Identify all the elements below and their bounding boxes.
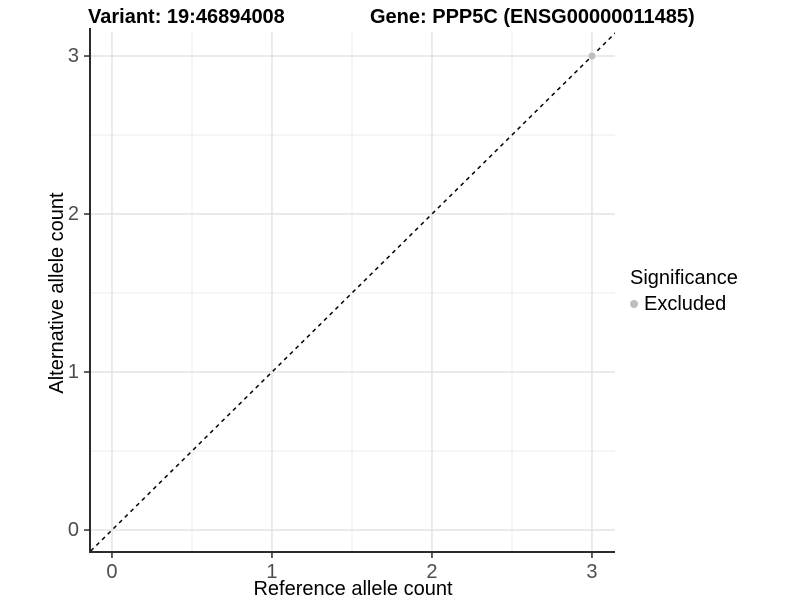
x-tick-label-1: 1	[266, 561, 278, 583]
chart-title-gene: Gene: PPP5C (ENSG00000011485)	[370, 6, 695, 28]
excluded-point-swatch	[630, 300, 638, 308]
identity-dashed-line	[91, 32, 615, 552]
y-tick-label-3: 3	[67, 45, 79, 68]
y-tick-label-1: 1	[67, 361, 79, 384]
y-tick-label-2: 2	[67, 203, 79, 226]
chart-title-variant: Variant: 19:46894008	[88, 6, 285, 28]
x-tick-label-3: 3	[586, 561, 598, 583]
x-tick-label-2: 2	[426, 561, 438, 583]
legend-title: Significance	[630, 267, 738, 289]
x-tick-label-0: 0	[106, 561, 118, 583]
y-axis-title: Alternative allele count	[46, 192, 68, 394]
y-tick-label-0: 0	[67, 519, 79, 542]
legend-item-excluded: Excluded	[630, 293, 738, 315]
legend: Significance Excluded	[630, 266, 738, 315]
x-axis-title: Reference allele count	[253, 578, 453, 600]
data-point-excluded	[588, 52, 596, 60]
legend-item-label: Excluded	[644, 293, 727, 315]
